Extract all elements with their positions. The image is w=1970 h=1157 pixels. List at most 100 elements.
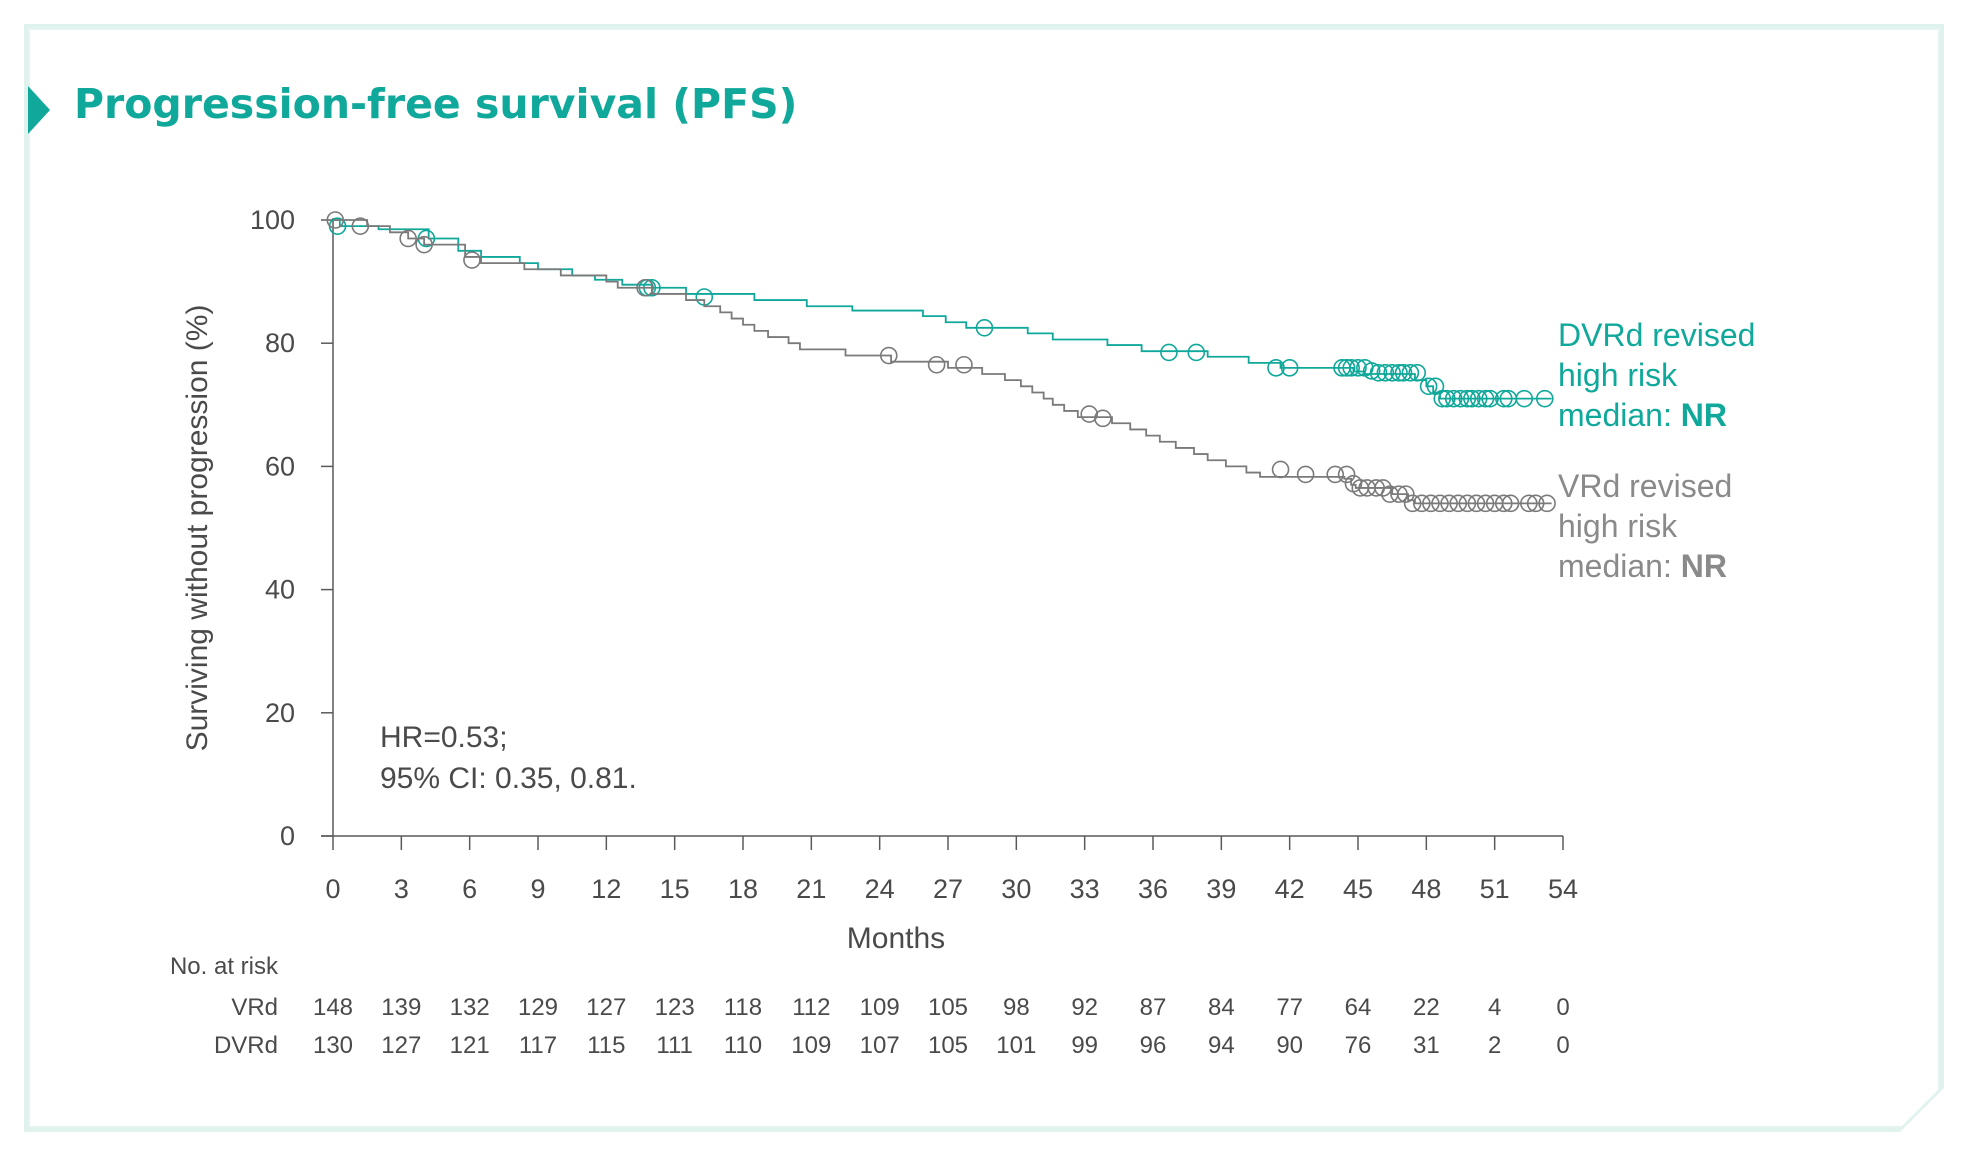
risk-row-label-vrd: VRd bbox=[231, 994, 278, 1021]
series-dvrd-line bbox=[333, 219, 1552, 400]
risk-value-vrd-42: 77 bbox=[1276, 994, 1303, 1021]
censor-mark-vrd-10 bbox=[1094, 409, 1112, 428]
censor-mark-vrd-8 bbox=[955, 355, 973, 374]
x-tick-label-3: 3 bbox=[394, 874, 409, 904]
risk-table: No. at risk VRd 148 139 132 129 127 123 118 112 1… bbox=[170, 953, 1570, 1059]
censor-mark-vrd-35 bbox=[1520, 494, 1538, 513]
x-axis-label: Months bbox=[847, 922, 945, 955]
censor-mark-dvrd-16 bbox=[1369, 363, 1388, 382]
censor-mark-vrd-3 bbox=[415, 235, 433, 254]
risk-value-vrd-9: 129 bbox=[518, 994, 558, 1021]
risk-value-vrd-45: 64 bbox=[1345, 994, 1372, 1021]
y-tick-label-0: 0 bbox=[280, 821, 295, 851]
censor-mark-vrd-9 bbox=[1080, 405, 1099, 423]
censor-mark-dvrd-37 bbox=[1535, 389, 1554, 408]
legend-vrd-median-value: NR bbox=[1681, 548, 1727, 584]
risk-value-dvrd-12: 115 bbox=[587, 1032, 625, 1059]
legend-vrd-line3: median: NR bbox=[1558, 548, 1727, 584]
censor-mark-dvrd-23 bbox=[1419, 377, 1438, 396]
censor-mark-vrd-24 bbox=[1412, 494, 1431, 513]
risk-value-vrd-21: 112 bbox=[792, 994, 830, 1021]
x-tick-label-27: 27 bbox=[933, 874, 963, 904]
censor-mark-dvrd-27 bbox=[1444, 389, 1463, 408]
hr-annotation-line2: 95% CI: 0.35, 0.81. bbox=[380, 762, 637, 795]
censor-mark-dvrd-20 bbox=[1394, 363, 1413, 382]
risk-value-dvrd-42: 90 bbox=[1276, 1032, 1303, 1059]
x-tick-label-36: 36 bbox=[1138, 874, 1168, 904]
censor-mark-vrd-6 bbox=[879, 346, 898, 365]
x-tick-label-42: 42 bbox=[1275, 874, 1305, 904]
censor-mark-vrd-28 bbox=[1449, 494, 1468, 513]
risk-row-label-dvrd: DVRd bbox=[214, 1032, 278, 1059]
legend-vrd: VRd revised high risk median: NR bbox=[1558, 468, 1732, 584]
hr-annotation-line1: HR=0.53; bbox=[380, 721, 508, 754]
risk-value-dvrd-24: 107 bbox=[860, 1032, 900, 1059]
censor-mark-dvrd-15 bbox=[1362, 362, 1381, 380]
risk-value-dvrd-18: 110 bbox=[724, 1032, 762, 1059]
risk-value-vrd-12: 127 bbox=[586, 994, 626, 1021]
censor-mark-vrd-11 bbox=[1271, 460, 1290, 479]
censor-mark-dvrd-21 bbox=[1401, 363, 1420, 382]
risk-value-vrd-33: 92 bbox=[1071, 994, 1098, 1021]
censor-mark-dvrd-8 bbox=[1267, 359, 1285, 377]
censor-mark-dvrd-26 bbox=[1438, 389, 1456, 408]
censor-mark-dvrd-29 bbox=[1458, 389, 1477, 408]
risk-value-dvrd-6: 121 bbox=[450, 1032, 490, 1059]
censor-mark-vrd-14 bbox=[1337, 465, 1356, 484]
x-tick-label-24: 24 bbox=[865, 874, 895, 904]
censor-mark-dvrd-13 bbox=[1349, 359, 1367, 377]
legend-dvrd-line2: high risk bbox=[1558, 357, 1678, 393]
risk-value-dvrd-48: 31 bbox=[1413, 1032, 1440, 1059]
legend-vrd-line1: VRd revised bbox=[1558, 468, 1732, 504]
legend-vrd-median-label: median: bbox=[1558, 548, 1681, 584]
censor-mark-dvrd-36 bbox=[1515, 389, 1534, 408]
censor-mark-vrd-37 bbox=[1538, 494, 1556, 513]
censor-mark-dvrd-22 bbox=[1408, 363, 1427, 382]
censor-mark-vrd-13 bbox=[1326, 465, 1345, 484]
censor-mark-vrd-27 bbox=[1440, 494, 1458, 513]
censor-mark-dvrd-33 bbox=[1481, 389, 1499, 408]
risk-value-dvrd-27: 105 bbox=[928, 1032, 968, 1059]
risk-value-dvrd-39: 94 bbox=[1208, 1032, 1235, 1059]
censor-mark-dvrd-19 bbox=[1390, 363, 1408, 382]
censor-mark-dvrd-9 bbox=[1280, 359, 1299, 377]
legend-vrd-line2: high risk bbox=[1558, 508, 1678, 544]
risk-value-vrd-48: 22 bbox=[1413, 994, 1440, 1021]
censor-mark-vrd-23 bbox=[1403, 494, 1422, 513]
censor-mark-dvrd-11 bbox=[1337, 359, 1356, 377]
risk-value-vrd-51: 4 bbox=[1488, 994, 1501, 1021]
censor-mark-vrd-29 bbox=[1458, 494, 1477, 513]
censor-mark-vrd-0 bbox=[326, 211, 345, 229]
risk-value-dvrd-0: 130 bbox=[313, 1032, 353, 1059]
censor-mark-vrd-31 bbox=[1476, 494, 1495, 513]
censor-mark-vrd-30 bbox=[1467, 494, 1486, 513]
censor-mark-vrd-36 bbox=[1526, 494, 1545, 513]
series-vrd-line bbox=[333, 219, 1552, 505]
title-arrow-icon bbox=[28, 86, 50, 134]
censor-mark-dvrd-18 bbox=[1383, 363, 1401, 382]
censor-mark-dvrd-6 bbox=[1160, 343, 1178, 362]
risk-value-vrd-24: 109 bbox=[860, 994, 900, 1021]
series-layer bbox=[326, 211, 1556, 513]
y-axis-label: Surviving without progression (%) bbox=[181, 305, 214, 752]
x-tick-label-18: 18 bbox=[728, 874, 758, 904]
x-tick-label-48: 48 bbox=[1411, 874, 1441, 904]
series-vrd bbox=[326, 211, 1556, 513]
censor-mark-vrd-22 bbox=[1397, 485, 1415, 503]
risk-value-vrd-30: 98 bbox=[1003, 994, 1030, 1021]
censor-mark-dvrd-25 bbox=[1433, 389, 1452, 408]
risk-value-dvrd-3: 127 bbox=[381, 1032, 421, 1059]
y-tick-label-40: 40 bbox=[265, 575, 295, 605]
legend-dvrd-median-label: median: bbox=[1558, 397, 1681, 433]
y-tick-label-80: 80 bbox=[265, 328, 295, 358]
censor-mark-vrd-26 bbox=[1431, 494, 1449, 513]
risk-value-vrd-6: 132 bbox=[450, 994, 490, 1021]
censor-mark-vrd-5 bbox=[636, 278, 654, 297]
chart-title: Progression-free survival (PFS) bbox=[74, 80, 798, 128]
legend-dvrd-median-value: NR bbox=[1681, 397, 1727, 433]
censor-mark-dvrd-12 bbox=[1342, 359, 1360, 377]
censor-mark-vrd-33 bbox=[1494, 494, 1513, 513]
x-tick-label-15: 15 bbox=[660, 874, 690, 904]
legend-dvrd-line3: median: NR bbox=[1558, 397, 1727, 433]
